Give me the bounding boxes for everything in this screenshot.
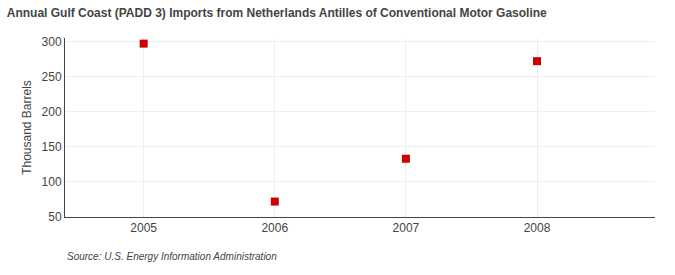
svg-text:Annual Gulf Coast (PADD 3) Imp: Annual Gulf Coast (PADD 3) Imports from … bbox=[7, 6, 547, 20]
svg-text:2006: 2006 bbox=[261, 221, 288, 235]
svg-text:200: 200 bbox=[42, 105, 62, 119]
svg-text:Thousand Barrels: Thousand Barrels bbox=[20, 80, 34, 175]
svg-text:250: 250 bbox=[42, 70, 62, 84]
svg-text:100: 100 bbox=[42, 175, 62, 189]
svg-text:50: 50 bbox=[48, 210, 62, 224]
svg-text:2005: 2005 bbox=[130, 221, 157, 235]
svg-text:Source: U.S. Energy Informatio: Source: U.S. Energy Information Administ… bbox=[67, 251, 277, 262]
svg-text:2008: 2008 bbox=[524, 221, 551, 235]
svg-text:150: 150 bbox=[42, 140, 62, 154]
svg-text:300: 300 bbox=[42, 35, 62, 49]
svg-text:2007: 2007 bbox=[393, 221, 420, 235]
